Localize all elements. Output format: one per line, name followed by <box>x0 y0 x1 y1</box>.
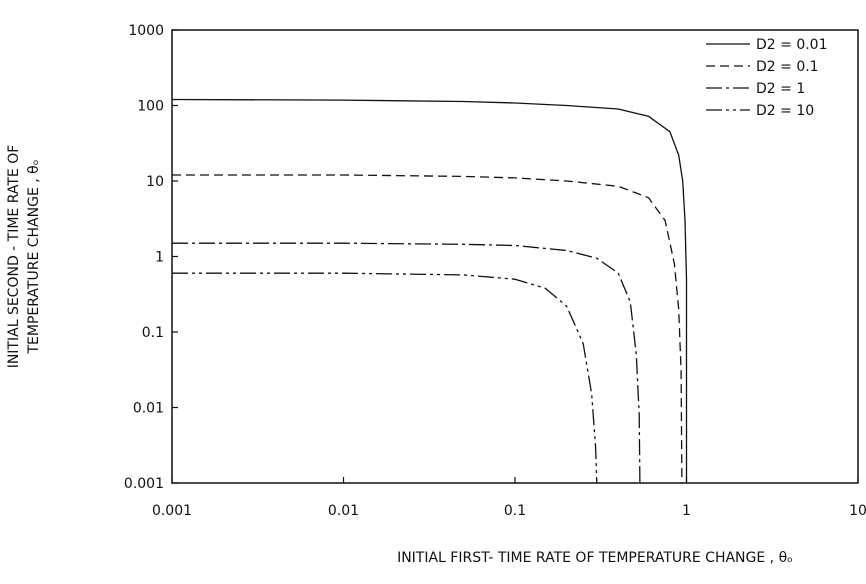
x-tick-label: 10 <box>849 503 866 519</box>
series-line-4 <box>172 272 598 484</box>
legend-label-4: D2 = 10 <box>756 103 814 119</box>
y-tick-label: 1000 <box>128 23 164 39</box>
x-axis-ticks: 0.001 0.01 0.1 1 10 <box>152 477 866 519</box>
legend: D2 = 0.01 D2 = 0.1 D2 = 1 D2 = 10 <box>706 37 828 119</box>
legend-label-2: D2 = 0.1 <box>756 59 819 75</box>
y-tick-label: 0.01 <box>133 401 164 417</box>
y-tick-label: 0.001 <box>124 476 164 492</box>
series-line-1 <box>171 98 688 483</box>
y-axis-title-line-2: TEMPERATURE CHANGE , θₒ <box>26 160 42 355</box>
x-tick-label: 0.1 <box>504 503 526 519</box>
x-tick-label: 1 <box>682 503 691 519</box>
plot-frame <box>171 29 859 484</box>
legend-label-1: D2 = 0.01 <box>756 37 828 53</box>
series-line-3 <box>172 242 641 484</box>
legend-label-3: D2 = 1 <box>756 81 805 97</box>
y-axis-title-group: INITIAL SECOND - TIME RATE OF TEMPERATUR… <box>6 145 42 369</box>
x-axis-title: INITIAL FIRST- TIME RATE OF TEMPERATURE … <box>397 550 793 566</box>
series-lines <box>171 98 688 484</box>
y-tick-label: 100 <box>137 99 164 115</box>
y-axis-title-line-1: INITIAL SECOND - TIME RATE OF <box>6 145 22 369</box>
y-tick-label: 1 <box>155 250 164 266</box>
series-line-2 <box>172 174 683 484</box>
x-tick-label: 0.001 <box>152 503 192 519</box>
x-tick-label: 0.01 <box>328 503 359 519</box>
y-tick-label: 0.1 <box>142 325 164 341</box>
y-tick-label: 10 <box>146 174 164 190</box>
y-axis-ticks: 0.001 0.01 0.1 1 10 100 1000 <box>124 23 178 492</box>
